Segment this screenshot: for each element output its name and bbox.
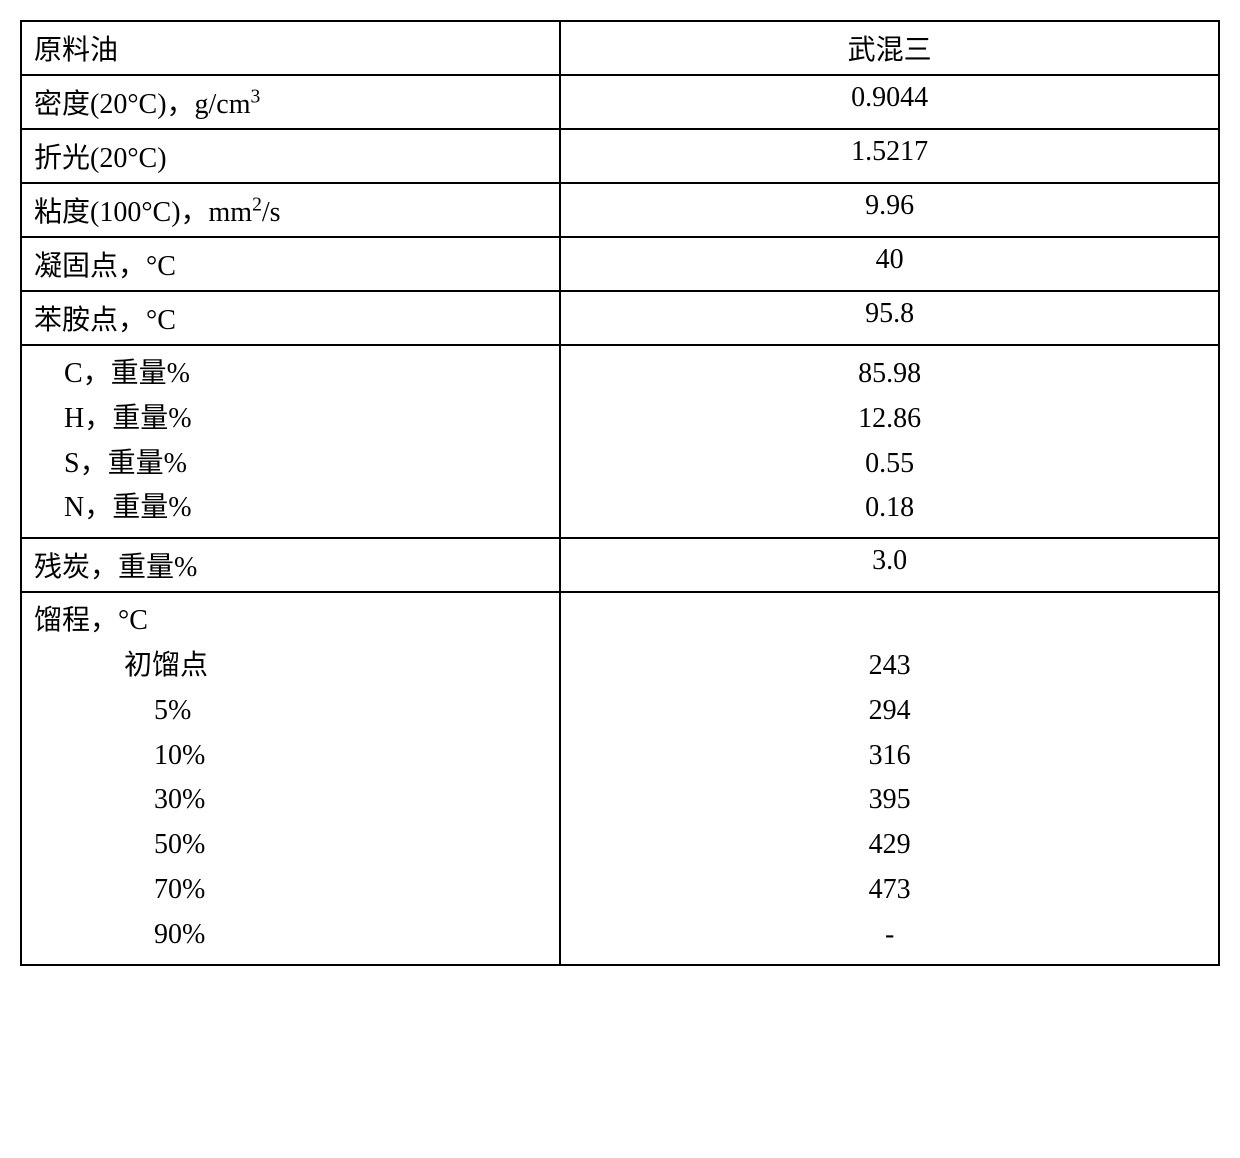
- property-label-cell: 密度(20°C)，g/cm3: [21, 75, 560, 129]
- oil-properties-table: 原料油 武混三 密度(20°C)，g/cm3 0.9044 折光(20°C) 1…: [20, 20, 1220, 966]
- element-s-value: 0.55: [865, 448, 914, 479]
- element-n-value: 0.18: [865, 492, 914, 523]
- element-h-value: 12.86: [858, 403, 921, 434]
- residual-carbon-label: 残炭，重量%: [34, 552, 197, 583]
- property-value: 0.9044: [851, 82, 928, 113]
- distillation-value-cell: 243 294 316 395 429 473 -: [560, 592, 1219, 964]
- property-label: 凝固点，°C: [34, 251, 176, 282]
- distillation-label-cell: 馏程，°C 初馏点 5% 10% 30% 50% 70% 90%: [21, 592, 560, 964]
- table-row: 苯胺点，°C 95.8: [21, 291, 1219, 345]
- residual-carbon-value: 3.0: [872, 545, 907, 576]
- property-value: 9.96: [865, 190, 914, 221]
- elements-row: C，重量% H，重量% S，重量% N，重量% 85.98 12.86 0.55…: [21, 345, 1219, 538]
- header-label: 原料油: [34, 35, 118, 66]
- distillation-90-label: 90%: [34, 913, 205, 958]
- element-s-label: S，重量%: [34, 442, 187, 487]
- table-row: 折光(20°C) 1.5217: [21, 129, 1219, 183]
- distillation-10-value: 316: [869, 740, 911, 771]
- property-value: 1.5217: [851, 136, 928, 167]
- element-h-label: H，重量%: [34, 397, 192, 442]
- property-value: 95.8: [865, 298, 914, 329]
- distillation-row: 馏程，°C 初馏点 5% 10% 30% 50% 70% 90% 243 294…: [21, 592, 1219, 964]
- table-row: 凝固点，°C 40: [21, 237, 1219, 291]
- property-label-cell: 粘度(100°C)，mm2/s: [21, 183, 560, 237]
- residual-carbon-row: 残炭，重量% 3.0: [21, 538, 1219, 592]
- distillation-10-label: 10%: [34, 734, 205, 779]
- elements-value-cell: 85.98 12.86 0.55 0.18: [560, 345, 1219, 538]
- element-c-label: C，重量%: [34, 352, 190, 397]
- property-value-cell: 40: [560, 237, 1219, 291]
- property-label: 密度(20°C)，g/cm3: [34, 89, 260, 120]
- distillation-70-value: 473: [869, 874, 911, 905]
- element-c-value: 85.98: [858, 358, 921, 389]
- property-label: 折光(20°C): [34, 143, 167, 174]
- property-value-cell: 0.9044: [560, 75, 1219, 129]
- header-label-cell: 原料油: [21, 21, 560, 75]
- elements-label-cell: C，重量% H，重量% S，重量% N，重量%: [21, 345, 560, 538]
- distillation-70-label: 70%: [34, 868, 205, 913]
- distillation-5-label: 5%: [34, 689, 191, 734]
- distillation-initial-label: 初馏点: [34, 644, 208, 689]
- table-row: 粘度(100°C)，mm2/s 9.96: [21, 183, 1219, 237]
- residual-carbon-label-cell: 残炭，重量%: [21, 538, 560, 592]
- distillation-30-label: 30%: [34, 778, 205, 823]
- distillation-30-value: 395: [869, 784, 911, 815]
- property-label: 苯胺点，°C: [34, 305, 176, 336]
- distillation-90-value: -: [885, 919, 894, 950]
- header-value: 武混三: [848, 35, 932, 66]
- table-header-row: 原料油 武混三: [21, 21, 1219, 75]
- property-value-cell: 95.8: [560, 291, 1219, 345]
- property-label: 粘度(100°C)，mm2/s: [34, 197, 281, 228]
- residual-carbon-value-cell: 3.0: [560, 538, 1219, 592]
- distillation-5-value: 294: [869, 695, 911, 726]
- distillation-50-value: 429: [869, 829, 911, 860]
- distillation-initial-value: 243: [869, 650, 911, 681]
- table-row: 密度(20°C)，g/cm3 0.9044: [21, 75, 1219, 129]
- header-value-cell: 武混三: [560, 21, 1219, 75]
- property-value-cell: 1.5217: [560, 129, 1219, 183]
- distillation-title: 馏程，°C: [34, 605, 148, 636]
- property-label-cell: 折光(20°C): [21, 129, 560, 183]
- distillation-50-label: 50%: [34, 823, 205, 868]
- property-label-cell: 苯胺点，°C: [21, 291, 560, 345]
- property-label-cell: 凝固点，°C: [21, 237, 560, 291]
- element-n-label: N，重量%: [34, 486, 192, 531]
- property-value: 40: [876, 244, 904, 275]
- property-value-cell: 9.96: [560, 183, 1219, 237]
